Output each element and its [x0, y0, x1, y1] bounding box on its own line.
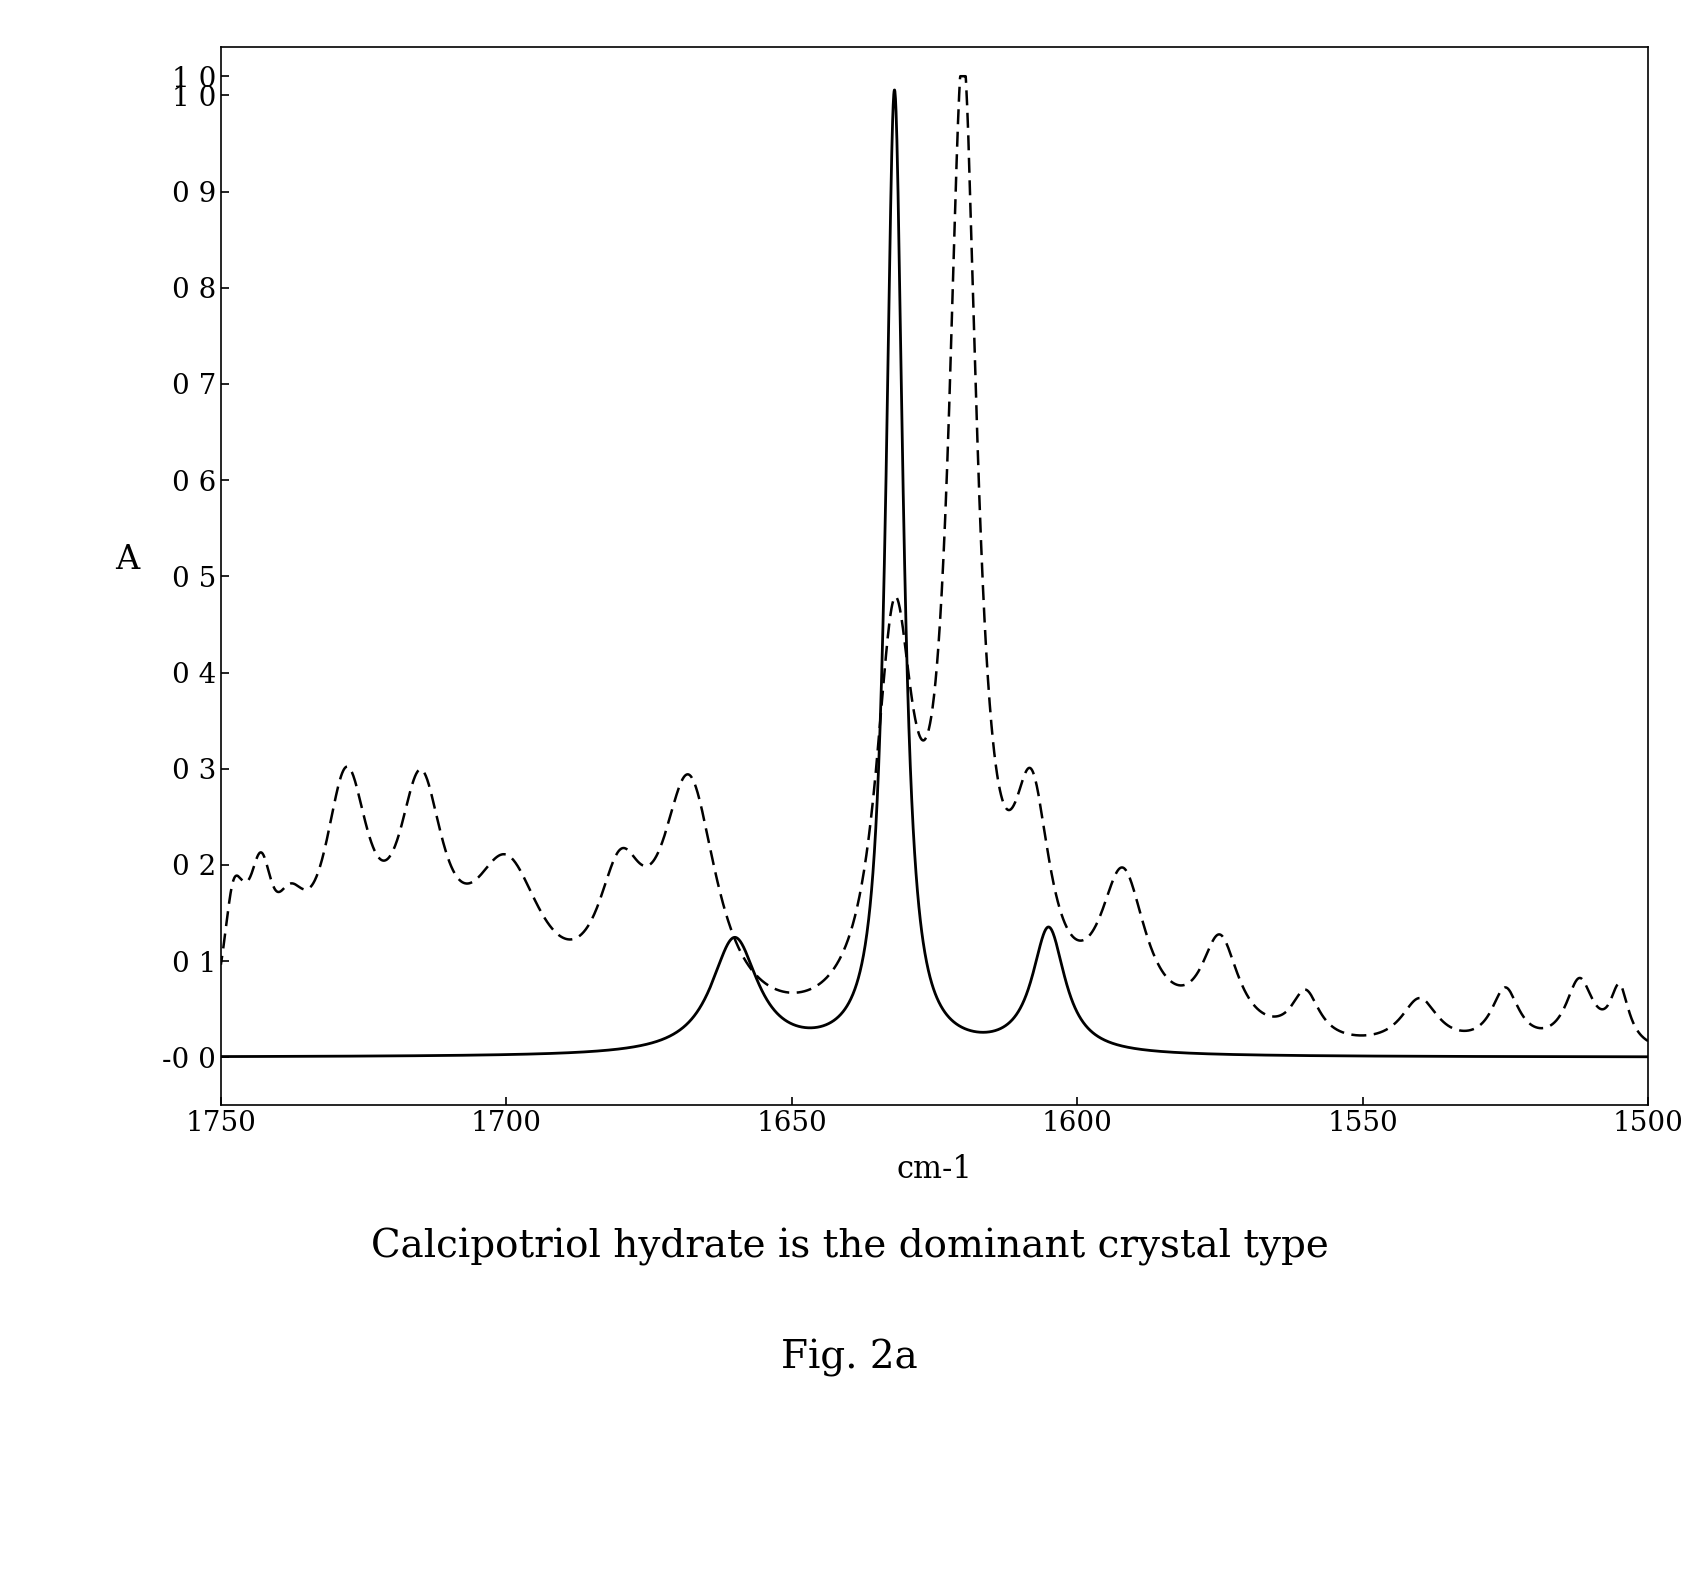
X-axis label: cm-1: cm-1 [897, 1154, 971, 1184]
Text: Calcipotriol hydrate is the dominant crystal type: Calcipotriol hydrate is the dominant cry… [370, 1228, 1328, 1266]
Y-axis label: A: A [115, 545, 139, 576]
Text: Fig. 2a: Fig. 2a [781, 1339, 917, 1377]
